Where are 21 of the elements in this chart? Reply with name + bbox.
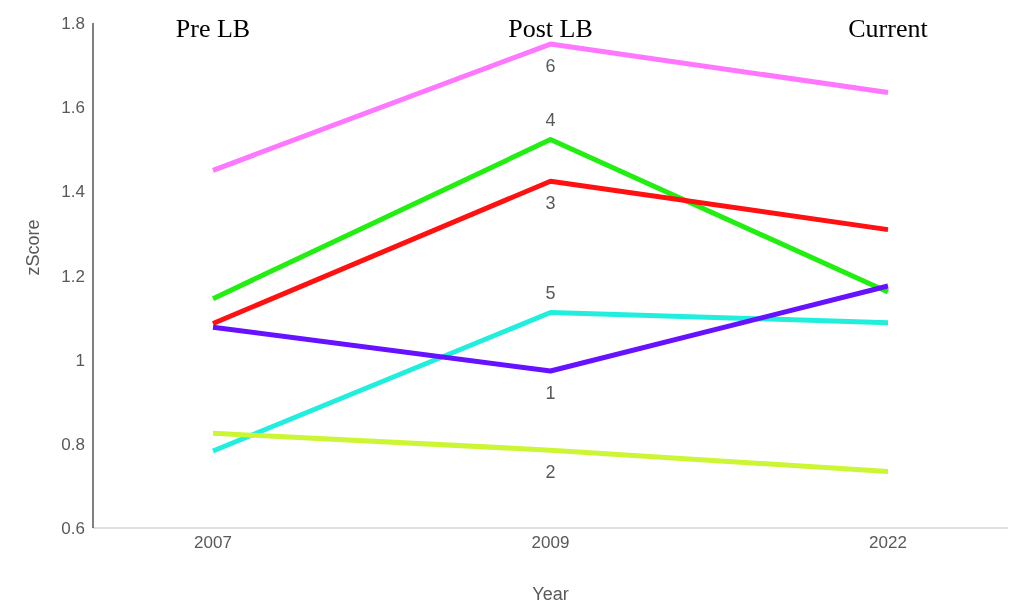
series-label: 1	[545, 383, 556, 404]
series-label: 3	[545, 193, 556, 214]
y-tick-label: 1.6	[61, 98, 85, 118]
x-tick-label: 2009	[531, 533, 570, 553]
series-label: 4	[545, 109, 556, 130]
y-tick-label: 1.2	[61, 266, 85, 286]
y-axis-title: zScore	[23, 219, 44, 276]
annotation: Pre LB	[175, 14, 251, 43]
annotation: Post LB	[508, 14, 593, 43]
x-axis-title: Year	[532, 584, 569, 604]
y-tick-label: 1.4	[61, 182, 85, 202]
series-label: 5	[545, 282, 556, 303]
series-label: 2	[545, 462, 556, 483]
series-label: 6	[545, 56, 556, 77]
y-tick-label: 0.6	[61, 519, 85, 539]
x-tick-label: 2022	[869, 533, 907, 553]
y-tick-label: 1.8	[61, 14, 85, 34]
y-tick-label: 0.8	[61, 434, 85, 454]
x-tick-label: 2007	[194, 533, 232, 553]
y-tick-label: 1	[75, 350, 85, 370]
annotation: Current	[848, 14, 929, 43]
